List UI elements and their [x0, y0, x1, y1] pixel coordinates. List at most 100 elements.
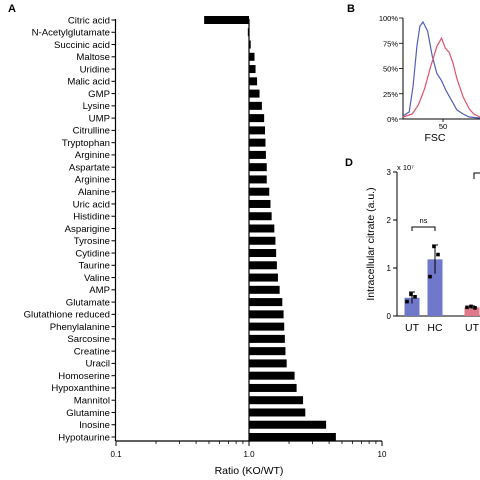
data-point [432, 244, 436, 249]
bar [249, 150, 266, 159]
y-tick-label: 3 [387, 168, 392, 177]
bar [249, 224, 275, 233]
y-tick-label: 25% [383, 90, 398, 99]
data-point [409, 292, 413, 297]
bar [249, 126, 266, 135]
category-label: Phenylalanine [50, 322, 110, 333]
bar [249, 114, 265, 123]
bar [249, 347, 286, 356]
bar [249, 77, 258, 86]
x-tick-label: UT [465, 322, 480, 334]
data-point [428, 274, 432, 279]
y-tick-label: 1 [387, 264, 392, 273]
category-label: Aspartate [69, 162, 110, 173]
x-tick-label: UT [405, 322, 420, 334]
bar [249, 187, 270, 196]
significance-bracket [411, 226, 436, 231]
category-label: AMP [89, 285, 110, 296]
data-point [473, 306, 477, 310]
x-tick-label: 10 [378, 450, 387, 459]
x-tick-label: 0.1 [110, 450, 122, 459]
category-label: Valine [84, 273, 110, 284]
category-label: Homoserine [58, 371, 110, 382]
bar [249, 334, 285, 343]
category-label: Lysine [83, 101, 110, 112]
category-label: Glutathione reduced [24, 310, 110, 321]
category-label: Malic acid [67, 77, 110, 88]
series-line-1 [402, 20, 480, 119]
category-label: Hypoxanthine [51, 383, 110, 394]
bar [249, 396, 304, 405]
bar [249, 138, 266, 147]
y-tick-label: 0% [387, 115, 398, 124]
bar [249, 163, 267, 172]
category-label: GMP [88, 89, 110, 100]
panel-label-b: B [347, 3, 355, 15]
bar [249, 371, 295, 380]
x-tick-label: 1.0 [243, 450, 255, 459]
category-label: Sarcosine [67, 334, 110, 345]
category-label: Uric acid [73, 199, 110, 210]
bar [249, 310, 284, 319]
bar [249, 322, 285, 331]
category-label: Alanine [78, 187, 110, 198]
bar [204, 16, 249, 24]
panel-label-a: A [8, 3, 16, 15]
data-point [405, 299, 409, 304]
panel-label-d: D [345, 157, 353, 169]
y-tick-label: 75% [383, 39, 398, 48]
category-label: Uracil [85, 359, 110, 370]
significance-bracket [473, 172, 480, 179]
y-tick-label: 0 [387, 312, 392, 321]
bar [249, 408, 306, 417]
bar [249, 383, 297, 392]
category-label: Inosine [79, 420, 110, 431]
bar [249, 273, 278, 282]
bar [249, 101, 262, 110]
category-label: Citric acid [68, 15, 110, 26]
y-axis-title: Intracellular citrate (a.u.) [365, 187, 377, 300]
category-label: Tryptophan [62, 138, 110, 149]
category-label: Succinic acid [54, 40, 110, 51]
bar [249, 52, 255, 61]
bar [249, 359, 287, 368]
bar [249, 89, 260, 98]
category-label: N-Acetylglutamate [32, 28, 110, 39]
data-point [436, 252, 440, 257]
chart-d: 0 1 2 3 x 10⁷ Intracellular citrate (a.u.) UT H… [365, 163, 480, 334]
data-point [465, 305, 469, 310]
bar [249, 65, 256, 74]
bar [249, 40, 251, 49]
data-point [413, 295, 417, 299]
category-label: Uridine [80, 64, 110, 75]
x-axis-title: Ratio (KO/WT) [215, 465, 284, 477]
significance-label: ns [420, 216, 428, 225]
bar [249, 261, 277, 270]
category-label: Cytidine [75, 248, 110, 259]
category-label: Taurine [79, 261, 110, 272]
bar [249, 175, 267, 184]
series-line-2 [402, 36, 480, 118]
data-point [469, 304, 473, 309]
x-axis-title: FSC [425, 132, 446, 144]
x-tick-label: 50 [439, 122, 447, 131]
bar [249, 212, 272, 221]
category-label: Arginine [75, 150, 110, 161]
category-label: UMP [89, 113, 110, 124]
category-label: Hypotaurine [58, 432, 110, 443]
category-label: Citrulline [73, 126, 110, 137]
category-label: Asparigine [65, 224, 110, 235]
bar [249, 249, 277, 258]
y-exponent-label: x 10⁷ [397, 163, 414, 172]
category-label: Maltose [76, 52, 110, 63]
category-label: Glutamate [66, 297, 110, 308]
category-label: Mannitol [74, 396, 110, 407]
bar [249, 199, 271, 208]
category-label: Tyrosine [74, 236, 110, 247]
y-tick-label: 2 [387, 216, 392, 225]
bar [249, 236, 276, 245]
bar [249, 420, 327, 429]
